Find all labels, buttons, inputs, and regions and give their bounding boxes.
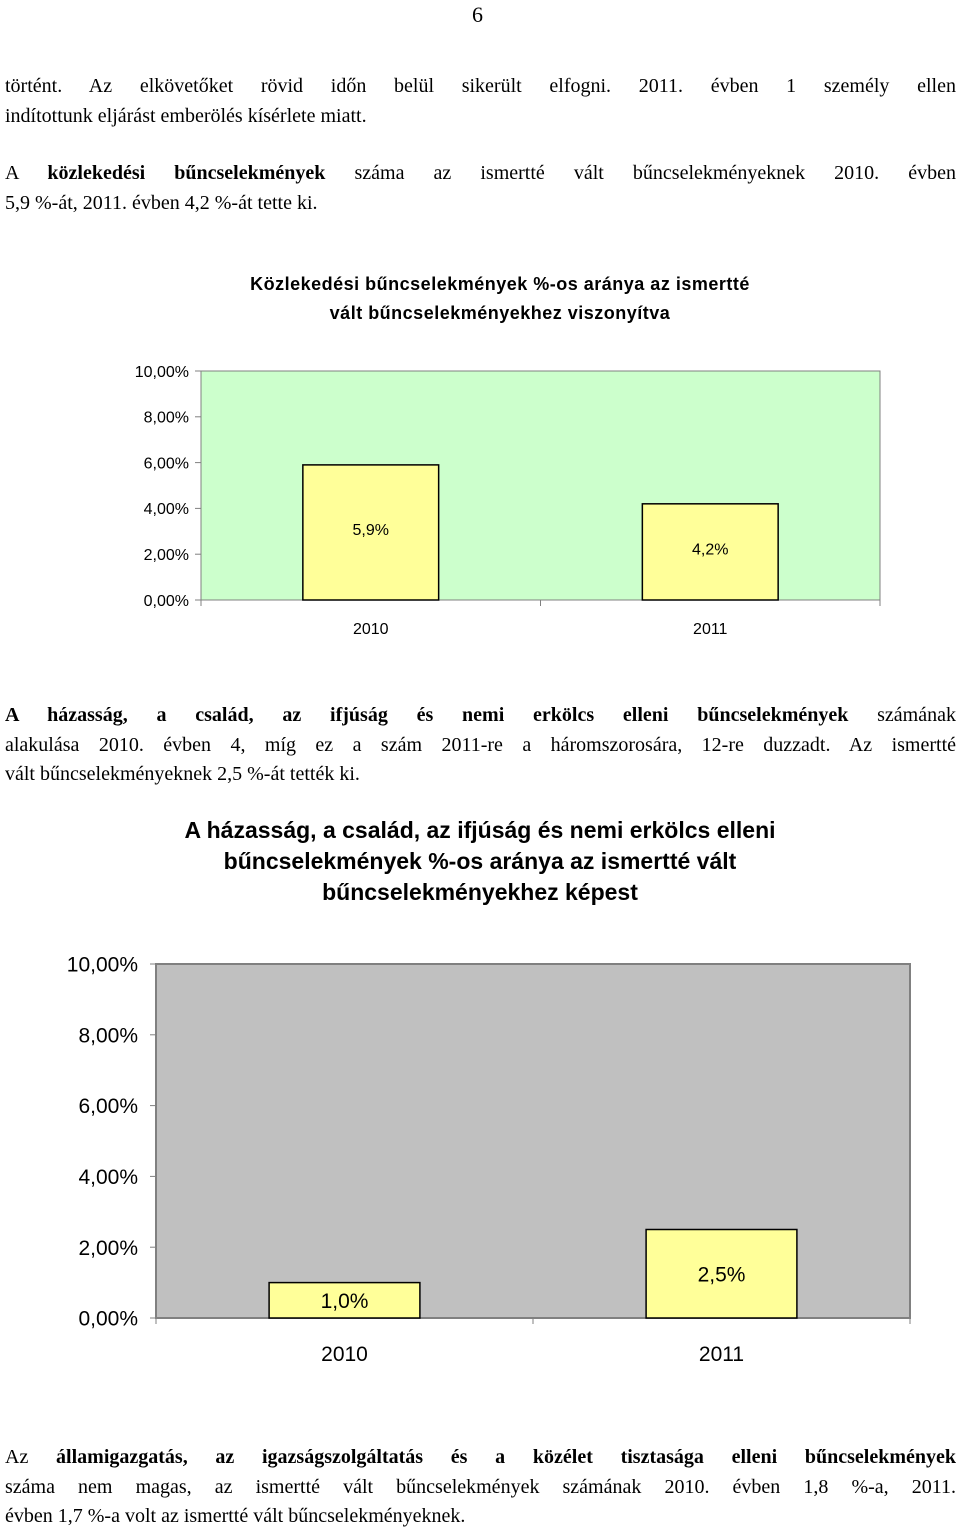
paragraph-3: A házasság, a család, az ifjúság és nemi… [5,701,956,790]
paragraph-2-prefix: A [5,162,48,184]
chart-2-y-tick-label: 2,00% [78,1237,138,1260]
chart-2-y-tick-label: 10,00% [67,954,138,977]
paragraph-4-bold: államigazgatás, az igazságszolgáltatás é… [56,1446,956,1468]
chart-2-title: A házasság, a család, az ifjúság és nemi… [60,815,900,908]
chart-2-y-tick-label: 0,00% [78,1308,138,1331]
paragraph-4-line-3: évben 1,7 %-a volt az ismertté vált bűnc… [5,1505,466,1527]
chart-1: 0,00% 2,00% 4,00% 6,00% 8,00% 10,00% 5,9% 2010 4… [135,364,881,638]
chart-1-title: Közlekedési bűncselekmények %-os aránya … [150,270,850,328]
chart-1-y-tick-label: 4,00% [144,501,189,518]
chart-2: 0,00% 2,00% 4,00% 6,00% 8,00% 10,00% 1,0% 2010 2… [67,954,911,1366]
chart-2-data-label: 2,5% [698,1263,746,1286]
chart-1-y-tick-label: 2,00% [144,547,189,564]
paragraph-3-line-3: vált bűncselekményeknek 2,5 %-át tették … [5,763,360,785]
chart-1-data-label: 4,2% [692,542,728,559]
paragraph-2-bold: közlekedési bűncselekmények [47,162,326,184]
chart-1-y-tick-label: 10,00% [135,364,189,381]
chart-1-bar [302,464,440,601]
paragraph-1: történt. Az elkövetőket rövid időn belül… [5,72,956,131]
paragraph-1-line-2: indítottunk eljárást emberölés kísérlete… [5,104,367,127]
paragraph-2-line-1: A közlekedési bűncselekmények száma az i… [5,159,956,189]
chart-1-bar [641,503,779,601]
chart-2-title-line-2: bűncselekmények %-os aránya az ismertté … [223,848,737,874]
chart-2-y-tick-label: 4,00% [78,1166,138,1189]
chart-1-y-tick-label: 0,00% [144,593,189,610]
chart-2-y-tick-label: 8,00% [78,1024,138,1047]
chart-1-y-tick-label: 8,00% [144,410,189,427]
paragraph-3-line-1: A házasság, a család, az ifjúság és nemi… [5,701,956,731]
chart-1-y-tick-label: 6,00% [144,455,189,472]
chart-2-bar [645,1228,798,1319]
paragraph-4-line-1: Az államigazgatás, az igazságszolgáltatá… [5,1443,956,1473]
chart-1-data-label: 5,9% [353,522,389,539]
paragraph-1-line-1: történt. Az elkövetőket rövid időn belül… [5,75,956,97]
chart-1-category-label: 2011 [693,621,728,638]
chart-1-category-label: 2010 [353,621,389,638]
chart-2-y-tick-label: 6,00% [78,1095,138,1118]
chart-2-bar [268,1281,421,1319]
paragraph-4: Az államigazgatás, az igazságszolgáltatá… [5,1443,956,1532]
paragraph-3-line-1-rest: számának [848,704,956,726]
paragraph-4-line-2: száma nem magas, az ismertté vált bűncse… [5,1475,956,1498]
chart-1-title-line-1: Közlekedési bűncselekmények %-os aránya … [250,274,750,294]
paragraph-2: A közlekedési bűncselekmények száma az i… [5,159,956,218]
paragraph-3-bold: A házasság, a család, az ifjúság és nemi… [5,704,849,726]
chart-2-category-label: 2010 [321,1343,368,1366]
chart-2-title-line-3: bűncselekményekhez képest [322,879,638,905]
chart-2-title-line-1: A házasság, a család, az ifjúság és nemi… [184,817,776,843]
chart-1-title-line-2: vált bűncselekményekhez viszonyítva [329,303,671,323]
paragraph-3-line-2: alakulása 2010. évben 4, míg ez a szám 2… [5,733,956,756]
paragraph-2-line-1-rest: száma az ismertté vált bűncselekményekne… [325,162,956,184]
page-number: 6 [472,2,483,27]
paragraph-4-prefix: Az [5,1446,57,1468]
chart-2-data-label: 1,0% [321,1290,369,1313]
chart-2-category-label: 2011 [699,1343,744,1366]
paragraph-2-line-2: 5,9 %-át, 2011. évben 4,2 %-át tette ki. [5,191,318,214]
